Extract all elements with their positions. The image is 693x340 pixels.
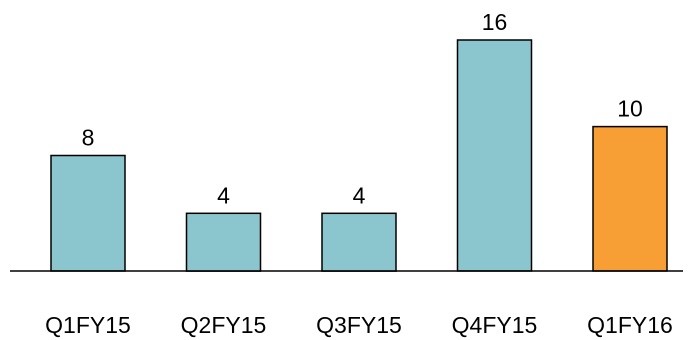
data-label-q4fy15: 16 xyxy=(482,9,508,35)
x-tick-label-q1fy16: Q1FY16 xyxy=(587,312,673,338)
bar-q4fy15 xyxy=(456,39,533,272)
x-tick-label-q2fy15: Q2FY15 xyxy=(181,312,267,338)
data-label-q1fy16: 10 xyxy=(617,96,643,122)
x-tick-label-q4fy15: Q4FY15 xyxy=(452,312,538,338)
x-tick-label-q3fy15: Q3FY15 xyxy=(316,312,402,338)
bar-q1fy15 xyxy=(50,154,126,272)
data-label-q3fy15: 4 xyxy=(353,182,366,208)
bar-q3fy15 xyxy=(321,212,397,272)
x-tick-labels-group: Q1FY15 Q2FY15 Q3FY15 Q4FY15 Q1FY16 xyxy=(45,312,673,338)
bars-group xyxy=(50,39,668,272)
data-labels-group: 8 4 4 16 10 xyxy=(82,9,643,208)
bar-q1fy16 xyxy=(592,125,668,272)
data-label-q2fy15: 4 xyxy=(217,182,230,208)
x-tick-label-q1fy15: Q1FY15 xyxy=(45,312,131,338)
bar-q2fy15 xyxy=(185,212,262,272)
data-label-q1fy15: 8 xyxy=(82,125,95,151)
